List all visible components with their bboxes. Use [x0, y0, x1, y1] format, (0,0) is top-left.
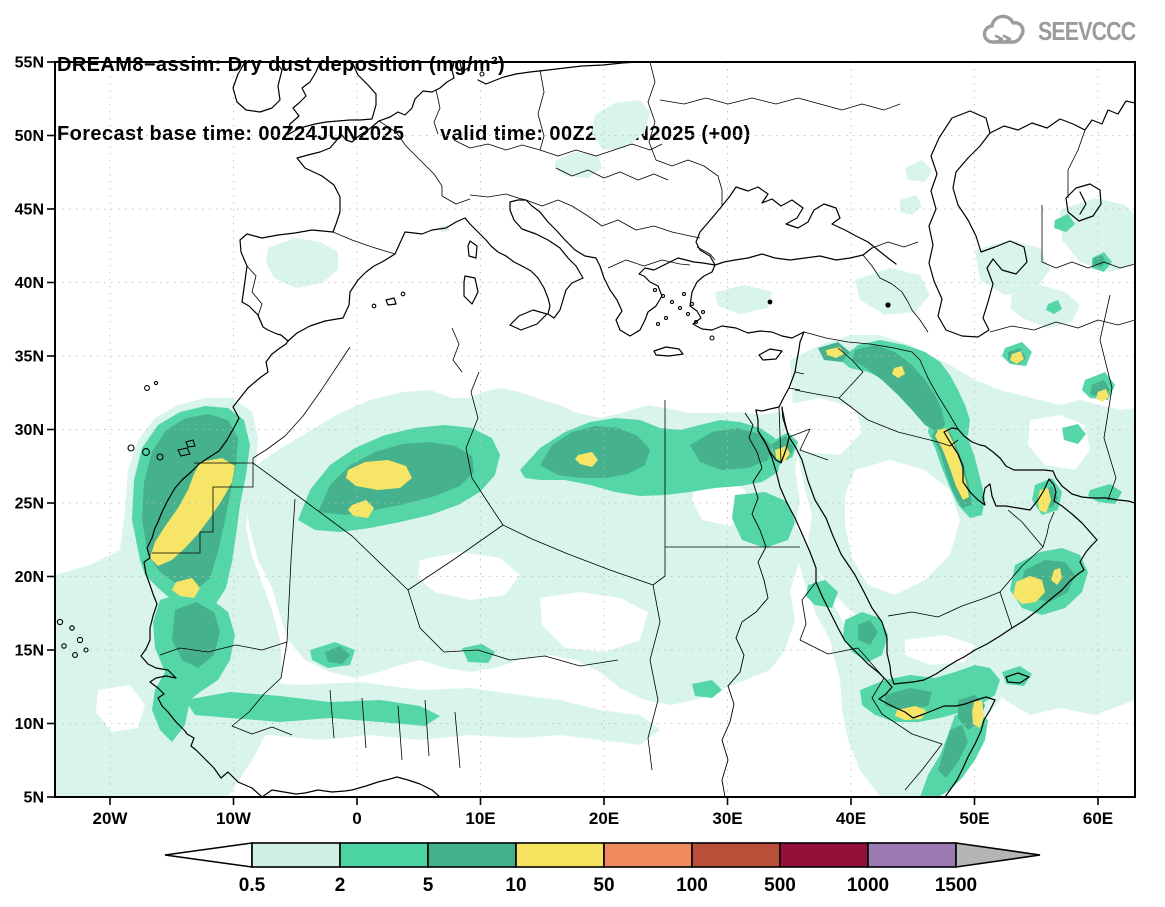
lat-tick-label: 40N	[15, 275, 44, 292]
cloud-logo-icon	[983, 14, 1025, 44]
lon-tick-label: 50E	[959, 809, 989, 828]
graticule-gridlines	[55, 62, 1135, 797]
small-islands	[56, 71, 715, 658]
country-borders	[152, 62, 1135, 791]
colorbar-value-label: 0.5	[239, 875, 266, 896]
colorbar-value-label: 1500	[935, 875, 977, 896]
lat-tick-label: 35N	[15, 349, 44, 366]
lat-tick-label: 5N	[24, 790, 44, 807]
colorbar-value-label: 5	[423, 875, 434, 896]
logo-text: SEEVCCC	[1038, 15, 1136, 46]
colorbar-cell	[251, 842, 341, 868]
lat-tick-label: 45N	[15, 202, 44, 219]
colorbar-under-arrow	[164, 842, 253, 868]
coastlines	[140, 62, 1135, 797]
lon-tick-label: 20E	[589, 809, 619, 828]
dust-contours-level-10	[150, 347, 1109, 728]
lat-tick-label: 20N	[15, 569, 44, 586]
colorbar-cell	[867, 842, 957, 868]
colorbar-cell	[779, 842, 869, 868]
lat-tick-label: 15N	[15, 643, 44, 660]
lat-tick-label: 30N	[15, 422, 44, 439]
colorbar-cell	[427, 842, 517, 868]
lon-tick-label: 30E	[712, 809, 742, 828]
inland-lakes	[767, 299, 891, 308]
title-line2: Forecast base time: 00Z24JUN2025 valid t…	[57, 123, 751, 145]
dust-contours-holes	[96, 398, 1090, 732]
nile-river	[721, 412, 769, 797]
colorbar-cell	[603, 842, 693, 868]
colorbar-value-label: 100	[676, 875, 708, 896]
lat-tick-label: 55N	[15, 55, 44, 72]
colorbar-value-label: 50	[593, 875, 614, 896]
lon-tick-label: 0	[352, 809, 361, 828]
lat-tick-label: 50N	[15, 128, 44, 145]
colorbar-cell	[339, 842, 429, 868]
colorbar-over-arrow	[955, 842, 1041, 868]
latitude-axis-labels: 55N 50N 45N 40N 35N 30N 25N 20N 15N 10N 5N	[15, 55, 44, 807]
axis-ticks	[47, 61, 1099, 805]
lon-tick-label: 10W	[216, 809, 252, 828]
colorbar-value-label: 2	[335, 875, 346, 896]
longitude-axis-labels: 20W 10W 0 10E 20E 30E 40E 50E 60E	[93, 809, 1114, 828]
plot-titles: DREAM8−assim: Dry dust deposition (mg/m²…	[57, 8, 751, 192]
lon-tick-label: 60E	[1083, 809, 1113, 828]
lon-tick-label: 20W	[93, 809, 129, 828]
colorbar-cell	[515, 842, 605, 868]
colorbar-legend: 0.5 2 5 10 50 100 500 1000 1500	[164, 842, 1041, 896]
title-line1: DREAM8−assim: Dry dust deposition (mg/m²…	[57, 54, 506, 76]
lon-tick-label: 10E	[465, 809, 495, 828]
lon-tick-label: 40E	[836, 809, 866, 828]
colorbar-value-label: 10	[505, 875, 526, 896]
seevccc-logo: SEEVCCC	[980, 12, 1157, 50]
lat-tick-label: 25N	[15, 496, 44, 513]
colorbar-value-label: 1000	[847, 875, 889, 896]
lat-tick-label: 10N	[15, 716, 44, 733]
colorbar-cell	[691, 842, 781, 868]
colorbar-value-label: 500	[764, 875, 796, 896]
